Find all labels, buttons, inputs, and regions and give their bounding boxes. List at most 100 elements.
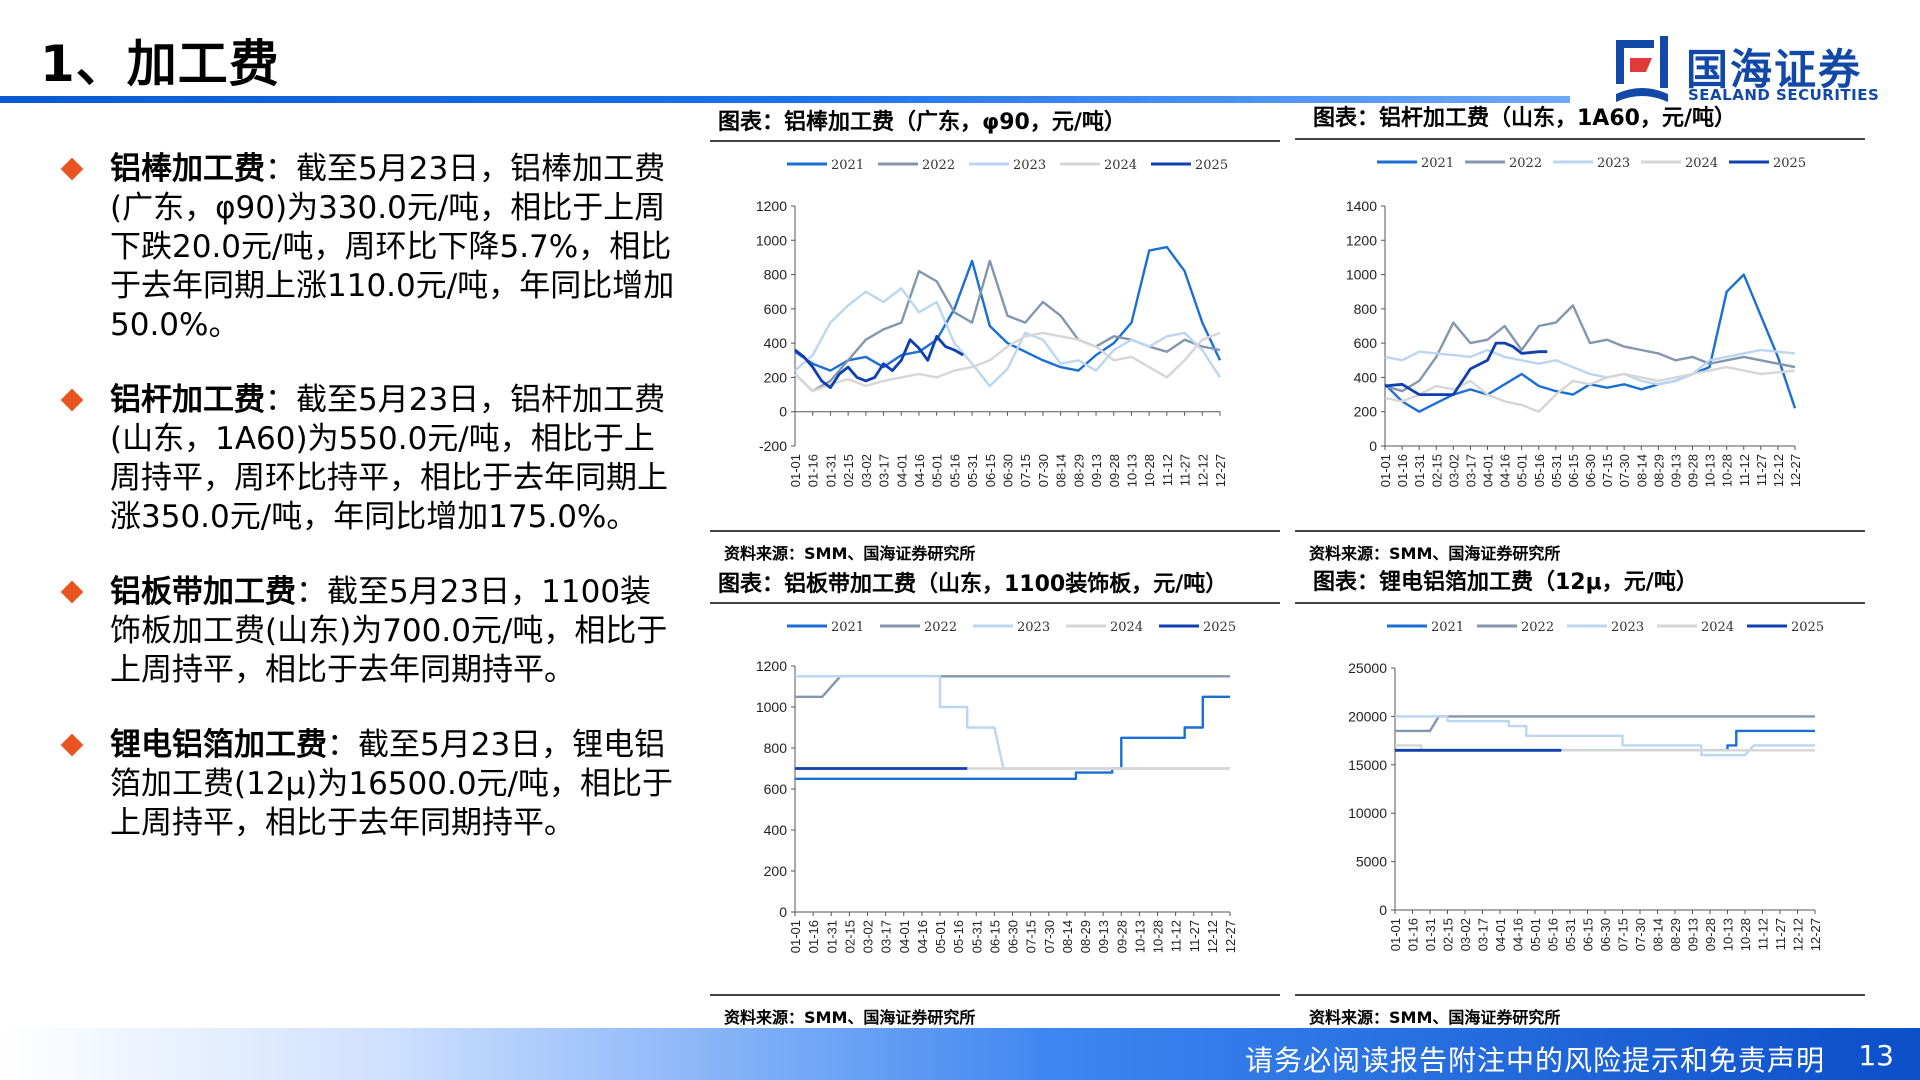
x-tick-label: 04-16 — [912, 454, 927, 487]
x-tick-label: 05-16 — [1532, 454, 1547, 487]
x-tick-label: 05-01 — [930, 454, 945, 487]
chart-bottom-rule — [1295, 994, 1865, 996]
diamond-bullet-icon — [60, 157, 84, 181]
x-tick-label: 10-28 — [1142, 454, 1157, 487]
y-tick-label: 0 — [779, 404, 787, 420]
chart-battery-foil-fee: 图表：锂电铝箔加工费（12μ，元/吨） 2021 2022 2023 2024 2025… — [1295, 564, 1865, 1028]
series-line-2022 — [1384, 304, 1796, 393]
bullet-head: 铝杆加工费 — [110, 382, 265, 418]
company-logo: 国海证券 SEALAND SECURITIES — [1612, 36, 1902, 108]
x-tick-label: 04-01 — [1481, 454, 1496, 487]
x-tick-label: 04-16 — [915, 920, 930, 953]
y-tick-label: 10000 — [1348, 805, 1387, 821]
x-tick-label: 04-01 — [897, 920, 912, 953]
x-tick-label: 12-12 — [1195, 454, 1210, 487]
chart-bottom-rule — [710, 994, 1280, 996]
x-tick-label: 12-27 — [1223, 920, 1238, 953]
x-tick-label: 03-02 — [1446, 454, 1461, 487]
diamond-bullet-icon — [60, 388, 84, 412]
legend-label: 2023 — [1597, 156, 1630, 171]
legend-label: 2024 — [1104, 158, 1137, 173]
chart-source: 资料来源：SMM、国海证券研究所 — [724, 1008, 976, 1027]
chart-title: 图表：铝棒加工费（广东，φ90，元/吨） — [718, 110, 1126, 135]
chart-plot: 2021 2022 2023 2024 2025 0 200 400 600 800 1000 120… — [756, 620, 1238, 953]
x-tick-label: 07-15 — [1616, 918, 1631, 951]
x-tick-label: 03-17 — [877, 454, 892, 487]
x-tick-label: 03-17 — [1476, 918, 1491, 951]
bullet-head: 铝棒加工费 — [110, 151, 265, 187]
diamond-bullet-icon — [60, 733, 84, 757]
x-tick-label: 11-27 — [1754, 454, 1769, 486]
x-tick-label: 06-30 — [1006, 920, 1021, 953]
legend-label: 2022 — [922, 158, 955, 173]
legend-label: 2023 — [1013, 158, 1046, 173]
chart-bottom-rule — [710, 530, 1280, 532]
x-tick-label: 07-30 — [1042, 920, 1057, 953]
series-line-2025 — [1384, 341, 1548, 396]
x-tick-label: 09-28 — [1686, 454, 1701, 487]
title-rule — [0, 96, 1570, 103]
y-tick-label: 800 — [764, 740, 788, 756]
x-tick-label: 12-27 — [1213, 454, 1228, 487]
bullet-text: ：截至5月23日，铝棒加工费(广东，φ90)为330.0元/吨，相比于上周下跌2… — [110, 151, 675, 343]
chart-title: 图表：锂电铝箔加工费（12μ，元/吨） — [1313, 570, 1698, 595]
chart-source: 资料来源：SMM、国海证券研究所 — [724, 544, 976, 563]
page-title: 1、加工费 — [40, 35, 280, 93]
chart-top-rule — [1295, 138, 1865, 140]
x-tick-label: 12-12 — [1791, 918, 1806, 951]
x-tick-label: 08-14 — [1651, 918, 1666, 951]
legend-label: 2023 — [1017, 620, 1050, 635]
y-tick-label: 0 — [1379, 902, 1387, 918]
chart-source: 资料来源：SMM、国海证券研究所 — [1309, 1008, 1561, 1027]
chart-aluminum-strip-fee: 图表：铝板带加工费（山东，1100装饰板，元/吨） 2021 2022 2023 20… — [710, 566, 1280, 1028]
bullet-list: 铝棒加工费：截至5月23日，铝棒加工费(广东，φ90)为330.0元/吨，相比于… — [60, 150, 680, 879]
legend-label: 2025 — [1791, 620, 1824, 635]
y-tick-label: 25000 — [1348, 660, 1387, 676]
x-tick-label: 05-16 — [947, 454, 962, 487]
bullet-head: 锂电铝箔加工费 — [110, 727, 327, 763]
chart-aluminum-rod-fee: 图表：铝棒加工费（广东，φ90，元/吨） 2021 2022 2023 2024 202… — [710, 104, 1280, 564]
x-tick-label: 03-02 — [859, 454, 874, 487]
y-tick-label: 400 — [1354, 369, 1378, 385]
logo-en: SEALAND SECURITIES — [1688, 86, 1880, 104]
y-tick-label: 20000 — [1348, 708, 1387, 724]
x-tick-label: 01-01 — [1378, 454, 1393, 487]
disclaimer-link[interactable]: 请务必阅读报告附注中的风险提示和免责声明 — [1244, 1044, 1825, 1077]
x-tick-label: 09-13 — [1686, 918, 1701, 951]
series-line-2023 — [1384, 348, 1796, 386]
bullet-item: 铝板带加工费：截至5月23日，1100装饰板加工费(山东)为700.0元/吨，相… — [60, 573, 680, 690]
x-tick-label: 08-29 — [1078, 920, 1093, 953]
x-tick-label: 07-15 — [1600, 454, 1615, 487]
chart-bottom-rule — [1295, 530, 1865, 532]
x-tick-label: 09-28 — [1107, 454, 1122, 487]
legend-label: 2021 — [1431, 620, 1464, 635]
x-tick-label: 03-17 — [1463, 454, 1478, 487]
x-tick-label: 11-12 — [1169, 920, 1184, 952]
x-tick-label: 06-15 — [983, 454, 998, 487]
x-tick-label: 01-01 — [1388, 918, 1403, 951]
chart-title: 图表：铝板带加工费（山东，1100装饰板，元/吨） — [718, 572, 1228, 597]
x-tick-label: 04-16 — [1511, 918, 1526, 951]
x-tick-label: 12-12 — [1771, 454, 1786, 487]
x-tick-label: 11-12 — [1160, 454, 1175, 486]
chart-top-rule — [1295, 602, 1865, 604]
y-tick-label: 1200 — [756, 198, 787, 214]
y-tick-label: 5000 — [1356, 854, 1387, 870]
y-tick-label: 400 — [764, 335, 788, 351]
legend-label: 2022 — [924, 620, 957, 635]
bullet-text: ：截至5月23日，1100装饰板加工费(山东)为700.0元/吨，相比于上周持平… — [110, 574, 668, 688]
x-tick-label: 07-30 — [1617, 454, 1632, 487]
x-tick-label: 10-13 — [1124, 454, 1139, 487]
x-tick-label: 12-27 — [1788, 454, 1803, 487]
series-line-2023 — [794, 287, 1222, 388]
x-tick-label: 08-29 — [1668, 918, 1683, 951]
x-tick-label: 11-27 — [1178, 454, 1193, 486]
x-tick-label: 07-15 — [1024, 920, 1039, 953]
x-tick-label: 09-13 — [1096, 920, 1111, 953]
series-line-2024 — [1395, 744, 1815, 752]
y-tick-label: 200 — [1354, 404, 1378, 420]
x-tick-label: 11-27 — [1187, 920, 1202, 952]
bullet-text: ：截至5月23日，铝杆加工费(山东，1A60)为550.0元/吨，相比于上周持平… — [110, 382, 668, 535]
x-tick-label: 10-13 — [1132, 920, 1147, 953]
x-tick-label: 10-28 — [1151, 920, 1166, 953]
